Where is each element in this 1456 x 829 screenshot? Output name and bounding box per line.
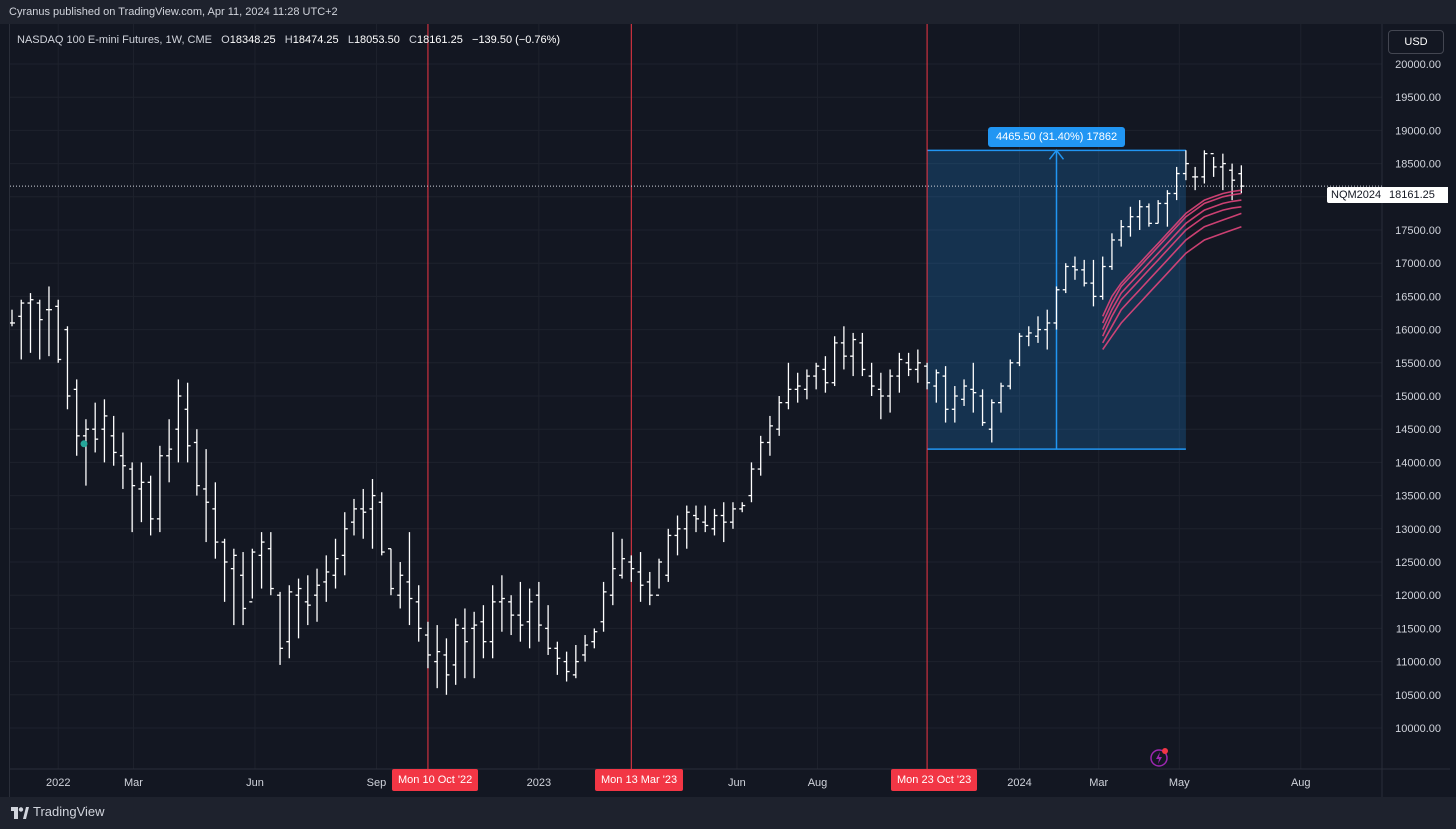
x-tick-label: Mar [124, 777, 143, 789]
high-value: 18474.25 [292, 34, 339, 46]
y-tick-label: 14500.00 [1395, 424, 1441, 436]
date-tag-2: Mon 13 Mar '23 [595, 769, 684, 791]
y-tick-label: 19500.00 [1395, 92, 1441, 104]
y-tick-label: 17000.00 [1395, 258, 1441, 270]
chart-frame[interactable]: 20000.0019500.0019000.0018500.0018000.00… [9, 24, 1450, 797]
ma-ribbon-line [1101, 206, 1242, 337]
ma-ribbon-line [1102, 212, 1242, 344]
measure-arrow-head [1048, 149, 1065, 160]
x-tick-label: Aug [808, 777, 828, 789]
y-tick-label: 15000.00 [1395, 391, 1441, 403]
y-tick-label: 13500.00 [1395, 491, 1441, 503]
symbol-legend: NASDAQ 100 E-mini Futures, 1W, CME O1834… [17, 34, 560, 46]
symbol-price-tag: NQM2024 [1327, 187, 1386, 203]
low-value: 18053.50 [353, 34, 400, 46]
x-tick-label: Mar [1089, 777, 1108, 789]
symbol-name: NASDAQ 100 E-mini Futures, 1W, CME [17, 34, 212, 46]
currency-button[interactable]: USD [1388, 30, 1444, 54]
x-tick-label: Jun [246, 777, 264, 789]
brand-logo[interactable]: TradingView [11, 804, 105, 819]
x-tick-label: 2022 [46, 777, 70, 789]
change-value: −139.50 (−0.76%) [472, 34, 561, 46]
y-tick-label: 10500.00 [1395, 690, 1441, 702]
ma-ribbon-line [1101, 192, 1242, 324]
last-price-tag: 18161.25 [1385, 187, 1448, 203]
price-chart[interactable]: 20000.0019500.0019000.0018500.0018000.00… [10, 24, 1450, 797]
y-tick-label: 14000.00 [1395, 457, 1441, 469]
y-tick-label: 19000.00 [1395, 125, 1441, 137]
y-tick-label: 18500.00 [1395, 159, 1441, 171]
ma-ribbon-line [1102, 225, 1242, 350]
publish-bar: Cyranus published on TradingView.com, Ap… [0, 0, 1456, 24]
y-tick-label: 20000.00 [1395, 59, 1441, 71]
x-tick-label: 2024 [1007, 777, 1031, 789]
y-tick-label: 11000.00 [1396, 657, 1441, 669]
x-tick-label: 2023 [527, 777, 551, 789]
open-label: O [221, 34, 230, 46]
y-tick-label: 16500.00 [1395, 291, 1441, 303]
close-label: C [409, 34, 417, 46]
publish-info: Cyranus published on TradingView.com, Ap… [9, 6, 338, 18]
date-tag-1: Mon 10 Oct '22 [392, 769, 479, 791]
measure-label: 4465.50 (31.40%) 17862 [988, 127, 1126, 147]
ma-ribbon-line [1101, 189, 1242, 317]
footer-bar [0, 797, 1456, 829]
brand-name: TradingView [33, 804, 105, 819]
flash-icon[interactable] [1148, 746, 1170, 768]
y-tick-label: 11500.00 [1396, 623, 1441, 635]
y-tick-label: 10000.00 [1395, 723, 1441, 735]
y-tick-label: 17500.00 [1395, 225, 1441, 237]
y-tick-label: 13000.00 [1395, 524, 1441, 536]
tradingview-icon [11, 806, 29, 819]
x-tick-label: Jun [728, 777, 746, 789]
y-tick-label: 12500.00 [1395, 557, 1441, 569]
signal-dot [80, 440, 88, 448]
x-tick-label: Sep [367, 777, 387, 789]
ma-ribbon-line [1101, 199, 1242, 330]
close-value: 18161.25 [416, 34, 463, 46]
x-tick-label: Aug [1291, 777, 1311, 789]
open-value: 18348.25 [229, 34, 276, 46]
y-tick-label: 16000.00 [1395, 325, 1441, 337]
low-label: L [347, 34, 354, 46]
y-tick-label: 12000.00 [1395, 590, 1441, 602]
high-label: H [284, 34, 293, 46]
y-tick-label: 15500.00 [1395, 358, 1441, 370]
date-tag-3: Mon 23 Oct '23 [891, 769, 978, 791]
x-tick-label: May [1169, 777, 1190, 789]
